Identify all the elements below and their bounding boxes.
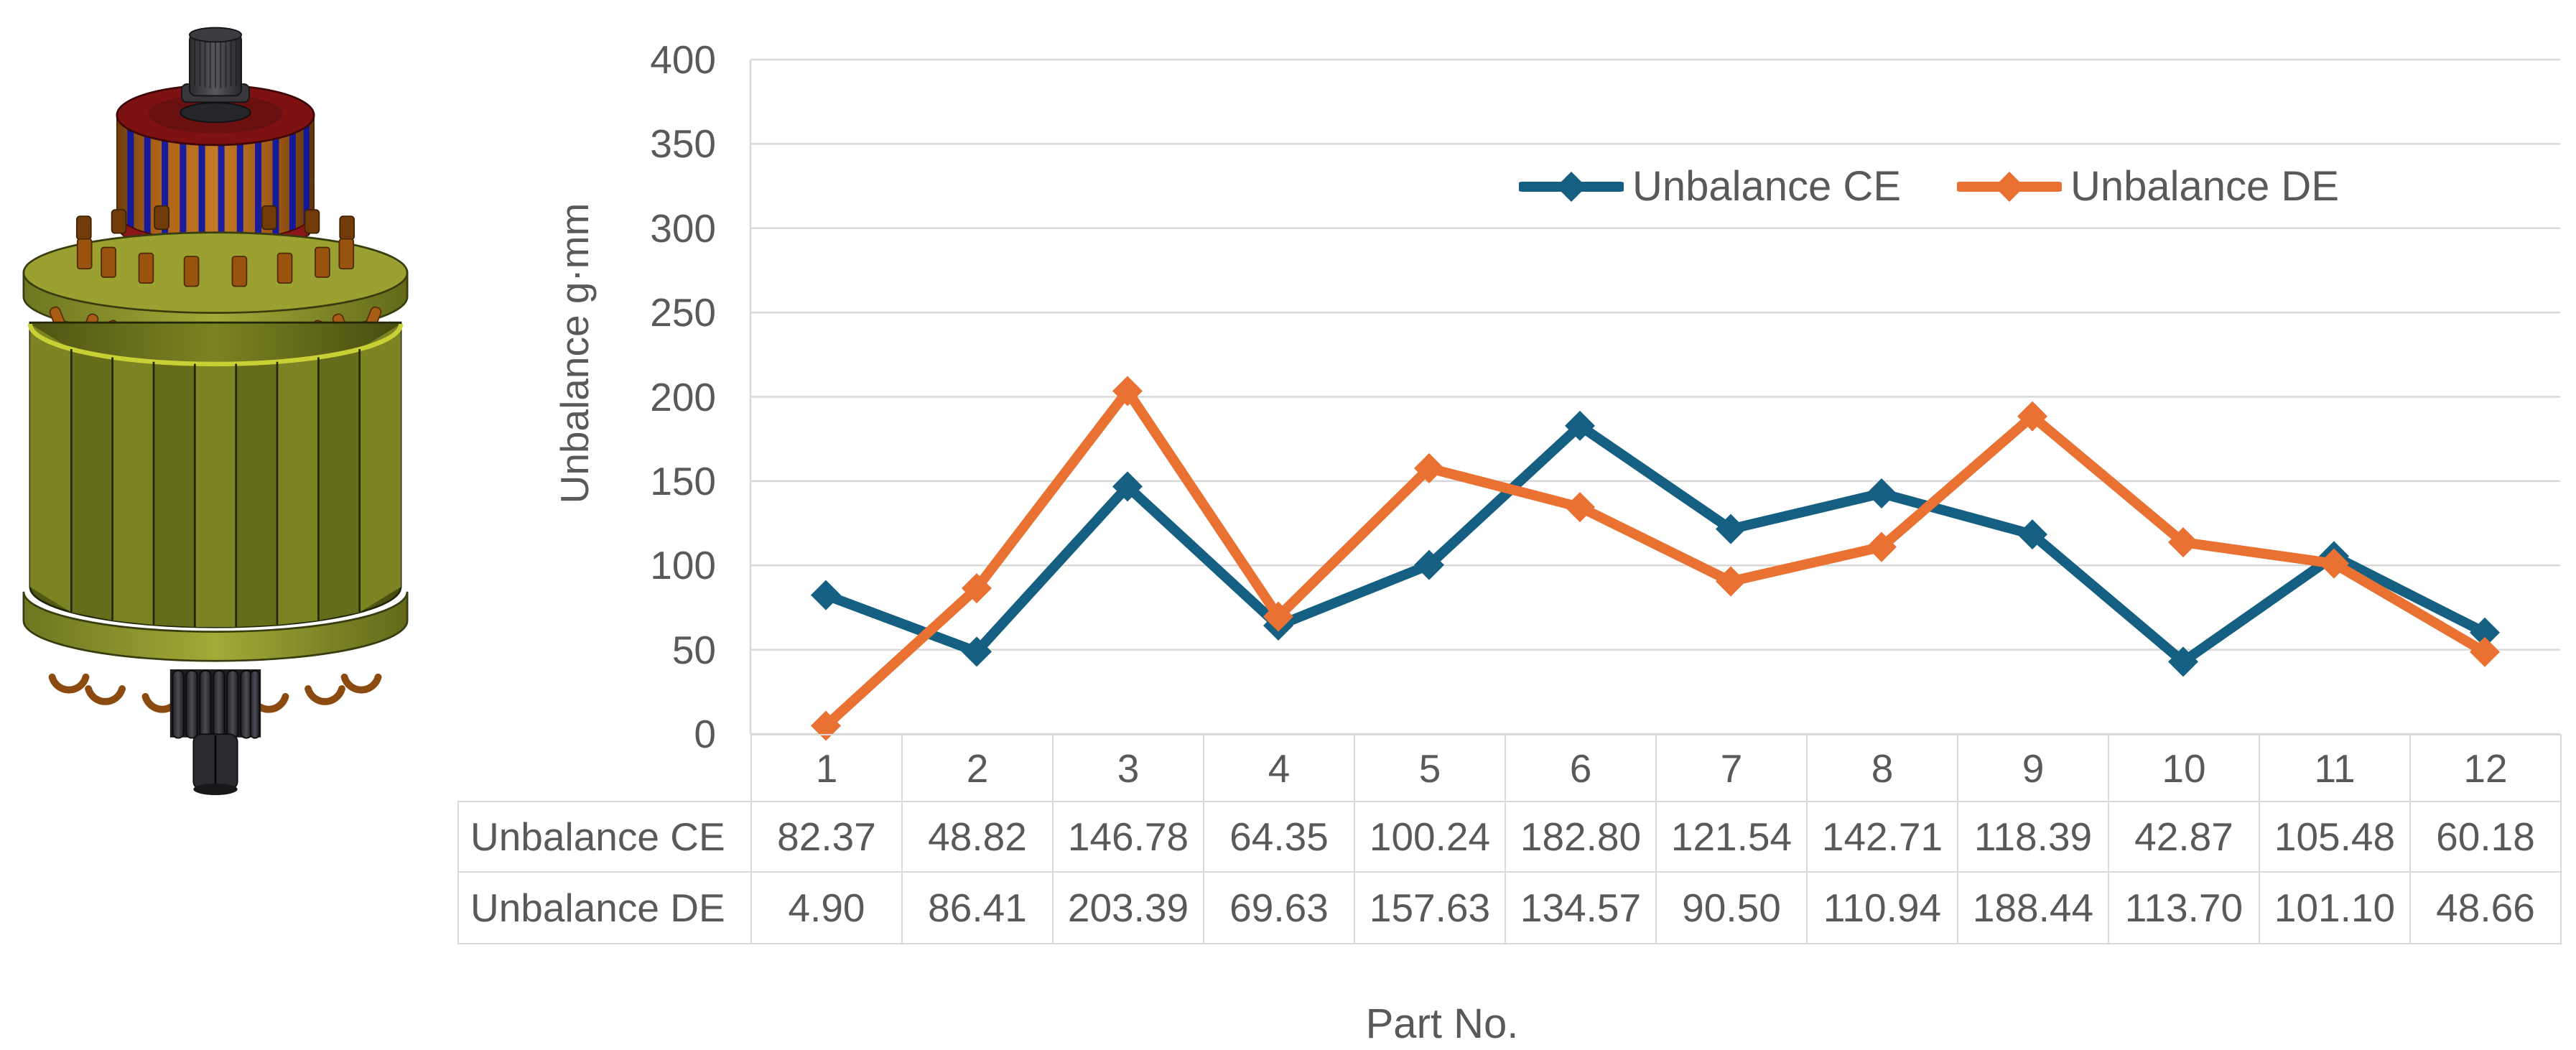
legend-label: Unbalance DE: [2070, 163, 2339, 210]
y-tick-label: 400: [650, 37, 716, 82]
chart-legend: Unbalance CE Unbalance DE: [1519, 162, 2339, 210]
chart-data-table: 1 2 3 4 5 6 7 8 9 10 11 12 Unbalance CE 82.37 48.82 146…: [457, 734, 2562, 944]
category-label: 3: [1052, 734, 1204, 802]
category-label: 10: [2108, 734, 2260, 802]
category-label: 1: [750, 734, 903, 802]
y-tick-label: 250: [650, 290, 716, 335]
table-cell: 4.90: [750, 871, 903, 944]
category-label: 4: [1203, 734, 1355, 802]
legend-label: Unbalance CE: [1632, 163, 1901, 210]
series-line-1: [821, 420, 2490, 667]
data-point-marker: [811, 580, 841, 610]
table-cell: 69.63: [1203, 871, 1355, 944]
data-point-marker: [1716, 514, 1746, 544]
legend-item-2: Unbalance DE: [1957, 162, 2339, 210]
data-point-marker: [1414, 452, 1444, 483]
data-point-marker: [1565, 492, 1595, 523]
category-label: 2: [901, 734, 1054, 802]
data-point-marker: [1565, 410, 1595, 441]
y-tick-label: 200: [650, 374, 716, 419]
data-point-marker: [2017, 401, 2047, 432]
legend-item-1: Unbalance CE: [1519, 162, 1901, 210]
legend-marker-icon: [1519, 171, 1624, 202]
y-tick-label: 0: [694, 712, 716, 756]
data-point-marker: [962, 573, 992, 604]
legend-marker-icon: [1957, 171, 2062, 202]
y-tick-label: 300: [650, 205, 716, 251]
table-cell: 64.35: [1203, 801, 1355, 873]
category-label: 5: [1354, 734, 1506, 802]
table-cell: 110.94: [1806, 871, 1958, 944]
category-label: 12: [2409, 734, 2562, 802]
table-corner-blank: [458, 735, 751, 802]
table-row-header: Unbalance DE: [457, 871, 752, 944]
table-cell: 188.44: [1957, 871, 2109, 944]
rotor-3d-render: [22, 27, 409, 796]
category-label: 9: [1957, 734, 2109, 802]
data-point-marker: [1112, 376, 1143, 406]
category-label: 6: [1505, 734, 1657, 802]
data-point-marker: [962, 636, 992, 667]
table-cell: 182.80: [1505, 801, 1657, 873]
table-cell: 60.18: [2409, 801, 2562, 873]
category-label: 8: [1806, 734, 1958, 802]
y-tick-label: 150: [650, 458, 716, 503]
table-row: Unbalance DE 4.90 86.41 203.39 69.63 157.63 13…: [457, 871, 2562, 944]
table-cell: 101.10: [2259, 871, 2411, 944]
table-cell: 82.37: [750, 801, 903, 873]
data-point-marker: [2470, 617, 2500, 648]
table-cell: 157.63: [1354, 871, 1506, 944]
category-label: 11: [2259, 734, 2411, 802]
data-point-marker: [2168, 527, 2198, 558]
series-line-2: [821, 386, 2490, 731]
table-cell: 134.57: [1505, 871, 1657, 944]
table-cell: 118.39: [1957, 801, 2109, 873]
data-point-marker: [1866, 478, 1897, 508]
table-cell: 105.48: [2259, 801, 2411, 873]
table-cell: 48.66: [2409, 871, 2562, 944]
table-cell: 90.50: [1655, 871, 1808, 944]
table-cell: 203.39: [1052, 871, 1204, 944]
y-tick-label: 100: [650, 543, 716, 588]
table-cell: 48.82: [901, 801, 1054, 873]
data-point-marker: [1414, 549, 1444, 580]
x-axis-title: Part No.: [1365, 1000, 1519, 1047]
data-point-marker: [1716, 566, 1746, 597]
table-cell: 121.54: [1655, 801, 1808, 873]
data-point-marker: [1866, 531, 1897, 562]
data-point-marker: [1112, 471, 1143, 502]
table-cell: 146.78: [1052, 801, 1204, 873]
table-row: Unbalance CE 82.37 48.82 146.78 64.35 100.24 1…: [457, 801, 2562, 873]
data-point-marker: [811, 710, 841, 741]
table-row-header: Unbalance CE: [457, 801, 752, 873]
y-tick-label: 50: [671, 627, 716, 672]
table-cell: 113.70: [2108, 871, 2260, 944]
y-tick-label: 350: [650, 121, 716, 167]
table-cell: 100.24: [1354, 801, 1506, 873]
table-cell: 42.87: [2108, 801, 2260, 873]
table-cell: 142.71: [1806, 801, 1958, 873]
data-point-marker: [2017, 519, 2047, 550]
data-point-marker: [1263, 601, 1293, 632]
data-point-marker: [2319, 548, 2349, 579]
data-point-marker: [2470, 636, 2500, 667]
category-label: 7: [1655, 734, 1808, 802]
data-point-marker: [2168, 646, 2198, 677]
table-cell: 86.41: [901, 871, 1054, 944]
